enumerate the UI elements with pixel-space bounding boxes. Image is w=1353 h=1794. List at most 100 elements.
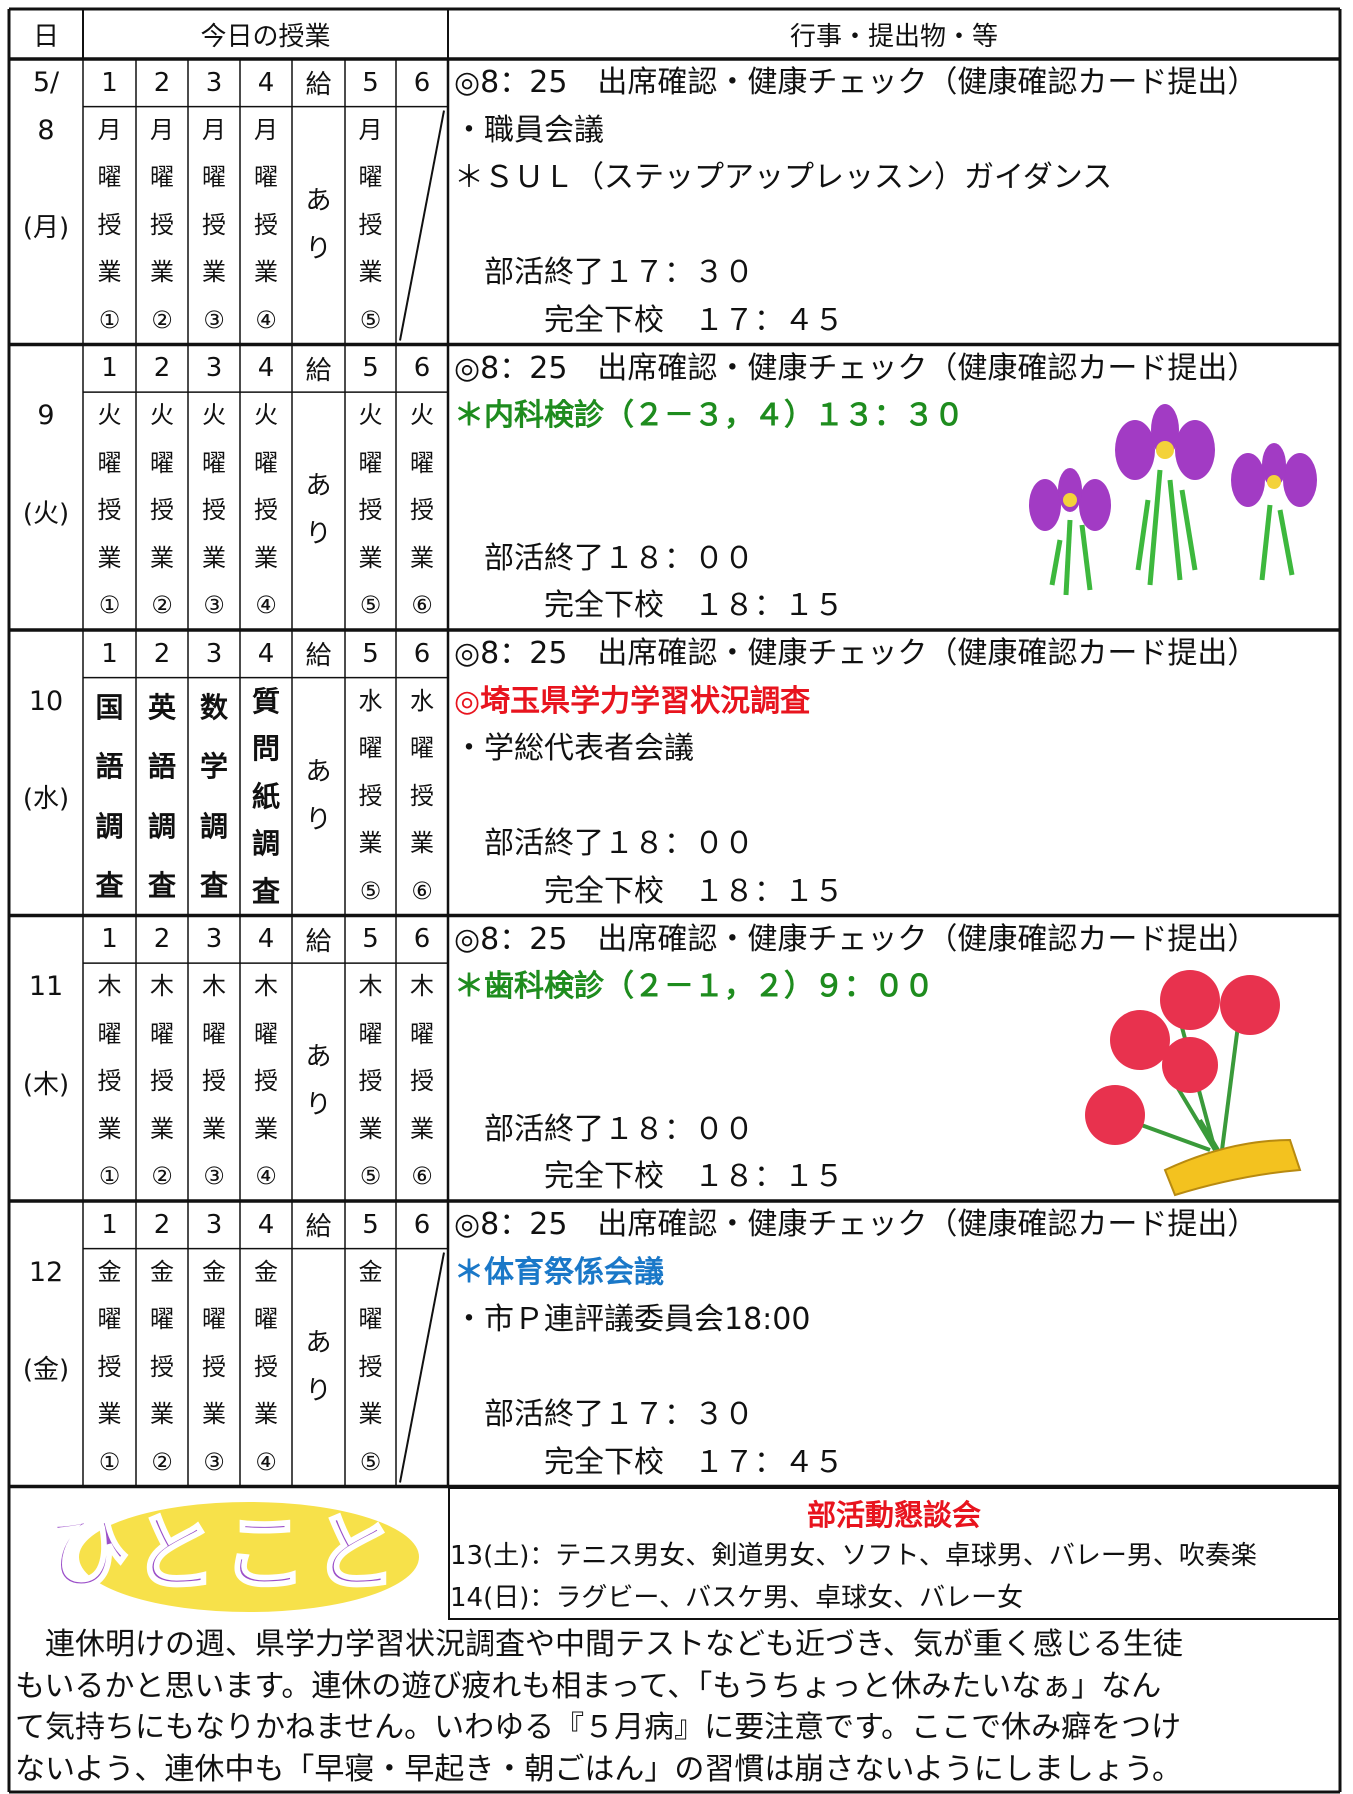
period-label: 3 (205, 924, 223, 955)
event-highlight: ◎埼玉県学力学習状況調査 (454, 683, 811, 719)
lunch-cell: あり (305, 1042, 332, 1121)
period-label: 2 (153, 67, 171, 98)
date-day: 9 (37, 400, 55, 432)
period-label: 4 (257, 1209, 275, 1240)
logo-text: ひとこと (45, 1504, 402, 1602)
event-line: ・市Ｐ連評議委員会18:00 (454, 1302, 811, 1338)
event-line: 部活終了１８：００ (454, 1111, 754, 1147)
class-cell: 月曜授業④ (254, 115, 278, 334)
class-cell: 金曜授業② (150, 1257, 174, 1476)
period-label: 4 (257, 353, 275, 384)
class-cell: 月曜授業③ (202, 115, 226, 334)
club-title: 部活動懇談会 (806, 1497, 981, 1532)
period-label: 3 (205, 353, 223, 384)
class-cell: 金曜授業④ (254, 1257, 278, 1476)
class-cell: 木曜授業① (97, 972, 122, 1191)
class-cell: 木曜授業⑤ (358, 972, 383, 1191)
subject-cell: 質問紙調査 (251, 684, 280, 908)
class-cell: 月曜授業② (150, 115, 174, 334)
period-label: 6 (413, 67, 431, 98)
period-label: 3 (205, 638, 223, 669)
period-label: 3 (205, 1209, 223, 1240)
lunch-cell: あり (305, 185, 332, 264)
period-label: 1 (101, 353, 118, 384)
message-line: て気持ちにもなりかねません。いわゆる『５月病』に要注意です。ここで休み癖をつけ (15, 1710, 1182, 1745)
period-label: 5 (362, 638, 379, 669)
lunch-cell: あり (305, 471, 332, 550)
lunch-cell: あり (305, 756, 332, 835)
class-cell: 火曜授業③ (202, 401, 226, 620)
date-weekday: (木) (22, 1069, 70, 1100)
class-cell: 金曜授業③ (202, 1257, 226, 1476)
event-line: ◎8：25 出席確認・健康チェック（健康確認カード提出） (454, 65, 1258, 100)
period-label: 4 (257, 67, 275, 98)
period-label: 6 (413, 924, 431, 955)
class-cell: 火曜授業⑥ (410, 401, 434, 620)
event-line: 部活終了１７：３０ (454, 1397, 754, 1433)
event-line: ・職員会議 (454, 112, 604, 148)
class-cell: 金曜授業⑤ (358, 1257, 383, 1476)
event-line: ◎8：25 出席確認・健康チェック（健康確認カード提出） (454, 350, 1258, 386)
logo-backdrop (79, 1501, 419, 1612)
period-label: 2 (153, 1209, 171, 1240)
rule (399, 1252, 445, 1483)
club-box (448, 1486, 1340, 1620)
date-weekday: (金) (22, 1355, 70, 1386)
class-cell: 木曜授業③ (202, 972, 226, 1191)
date-day: 8 (37, 114, 55, 146)
period-label: 5 (362, 67, 379, 98)
date-weekday: (火) (22, 498, 70, 529)
date-day: 11 (28, 971, 64, 1003)
header-classes: 今日の授業 (200, 21, 331, 52)
event-highlight: ＊内科検診（２－３，４）１３：３０ (454, 398, 964, 434)
event-line: ◎8：25 出席確認・健康チェック（健康確認カード提出） (454, 921, 1258, 957)
period-label: 給 (305, 1212, 332, 1243)
period-label: 2 (153, 924, 171, 955)
period-label: 1 (101, 638, 118, 669)
event-line: 完全下校 １８：１５ (454, 873, 844, 909)
period-label: 給 (305, 70, 332, 101)
date-day: 10 (28, 685, 64, 717)
class-cell: 火曜授業① (97, 401, 122, 620)
class-cell: 水曜授業⑤ (358, 686, 383, 905)
period-label: 2 (153, 353, 171, 384)
message-line: 連休明けの週、県学力学習状況調査や中間テストなども近づき、気が重く感じる生徒 (15, 1627, 1183, 1662)
class-cell: 火曜授業⑤ (358, 401, 383, 620)
subject-cell: 国語調査 (95, 690, 124, 903)
hitokoto-logo: ひとこと (44, 1501, 419, 1612)
event-line: 完全下校 １８：１５ (454, 588, 844, 624)
event-line: 部活終了１８：００ (454, 540, 754, 576)
event-line: 部活終了１８：００ (454, 826, 754, 862)
class-cell: 木曜授業② (150, 972, 174, 1191)
club-line: 14(日)：ラグビー、バスケ男、卓球女、バレー女 (450, 1582, 1024, 1613)
period-label: 2 (153, 638, 171, 669)
period-label: 6 (413, 1209, 431, 1240)
date-weekday: (水) (22, 784, 70, 815)
rule (399, 110, 445, 341)
event-line: ＊ＳＵＬ（ステップアップレッスン）ガイダンス (454, 160, 1113, 196)
period-label: 給 (305, 355, 332, 386)
period-label: 5 (362, 1209, 379, 1240)
message-line: もいるかと思います。連休の遊び疲れも相まって、「もうちょっと休みたいなぁ」なん (15, 1668, 1162, 1704)
date-weekday: (月) (22, 213, 70, 244)
period-label: 4 (257, 924, 275, 955)
event-line: 完全下校 １７：４５ (454, 302, 844, 338)
class-cell: 月曜授業① (97, 115, 122, 334)
date-day: 12 (28, 1256, 64, 1288)
class-cell: 火曜授業④ (254, 401, 278, 620)
event-line: 完全下校 １７：４５ (454, 1444, 844, 1480)
class-cell: 火曜授業② (150, 401, 174, 620)
header-events: 行事・提出物・等 (789, 21, 998, 52)
period-label: 6 (413, 638, 431, 669)
header-date: 日 (32, 21, 59, 52)
period-label: 5 (362, 353, 379, 384)
class-cell: 水曜授業⑥ (410, 686, 434, 905)
event-line: ・学総代表者会議 (454, 731, 694, 767)
club-line: 13(土)：テニス男女、剣道男女、ソフト、卓球男、バレー男、吹奏楽 (450, 1540, 1257, 1571)
period-label: 6 (413, 353, 431, 384)
period-label: 4 (257, 638, 275, 669)
lunch-cell: あり (305, 1327, 332, 1406)
event-line: ◎8：25 出席確認・健康チェック（健康確認カード提出） (454, 636, 1258, 671)
period-label: 給 (305, 926, 332, 957)
